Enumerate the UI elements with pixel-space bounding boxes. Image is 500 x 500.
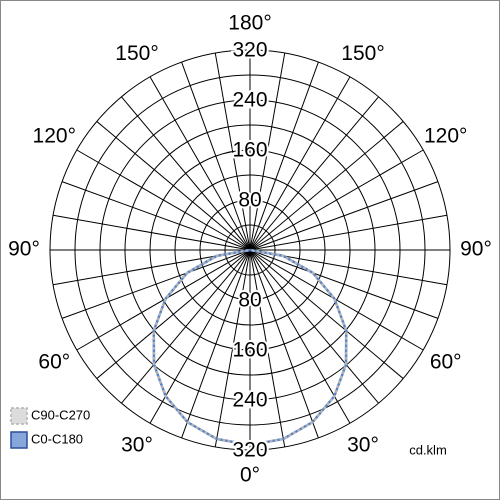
grid-spoke xyxy=(96,121,251,251)
grid-spoke xyxy=(52,214,251,251)
r-tick-label: 320 xyxy=(232,439,267,462)
r-tick-label: 240 xyxy=(232,389,267,412)
grid-spoke xyxy=(214,249,251,448)
series-curve xyxy=(152,248,251,447)
grid-spoke xyxy=(249,249,351,424)
grid-spoke xyxy=(61,249,251,319)
grid-spoke xyxy=(96,249,251,379)
grid-spoke xyxy=(249,214,448,251)
grid-spoke xyxy=(249,61,319,251)
angle-tick-label: 90° xyxy=(8,238,40,261)
grid-spoke xyxy=(249,249,439,319)
grid-spoke xyxy=(61,181,251,251)
grid-spoke xyxy=(121,249,251,404)
grid-spoke xyxy=(249,249,319,439)
grid-spoke xyxy=(249,249,424,351)
angle-tick-label: 150° xyxy=(341,42,384,65)
grid-spoke xyxy=(76,149,251,251)
grid-spoke xyxy=(214,52,251,251)
grid-spoke xyxy=(181,61,251,251)
grid-spoke xyxy=(249,249,379,404)
angle-tick-label: 90° xyxy=(460,238,492,261)
r-tick-label: 80 xyxy=(238,289,261,312)
grid-spoke xyxy=(249,52,286,251)
grid xyxy=(49,49,451,451)
angle-tick-label: 0° xyxy=(240,464,260,487)
angle-tick-label: 150° xyxy=(115,42,158,65)
grid-spoke xyxy=(76,249,251,351)
angle-tick-label: 180° xyxy=(228,12,271,35)
grid-spoke xyxy=(249,249,286,448)
grid-spoke xyxy=(149,76,251,251)
r-tick-label: 160 xyxy=(232,339,267,362)
unit-label: cd.klm xyxy=(409,442,447,457)
grid-spoke xyxy=(249,96,379,251)
r-tick-label: 240 xyxy=(232,89,267,112)
grid-spoke xyxy=(181,249,251,439)
r-tick-label: 320 xyxy=(232,39,267,62)
series-curve xyxy=(249,248,348,447)
legend-label: C90-C270 xyxy=(31,407,90,422)
grid-spoke xyxy=(249,249,404,379)
curves xyxy=(152,248,348,447)
r-tick-label: 80 xyxy=(238,189,261,212)
r-tick-label: 160 xyxy=(232,139,267,162)
grid-spoke xyxy=(249,149,424,251)
grid-spoke xyxy=(121,96,251,251)
legend-swatch xyxy=(10,407,28,425)
grid-spoke xyxy=(149,249,251,424)
angle-tick-label: 30° xyxy=(347,433,379,456)
legend-swatch xyxy=(10,431,28,449)
angle-tick-label: 60° xyxy=(430,351,462,374)
angle-tick-label: 120° xyxy=(424,125,467,148)
grid-spoke xyxy=(249,121,404,251)
legend-label: C0-C180 xyxy=(31,431,83,446)
grid-spoke xyxy=(249,76,351,251)
angle-tick-label: 30° xyxy=(121,433,153,456)
angle-tick-label: 120° xyxy=(33,125,76,148)
grid-spoke xyxy=(249,181,439,251)
angle-tick-label: 60° xyxy=(38,351,70,374)
